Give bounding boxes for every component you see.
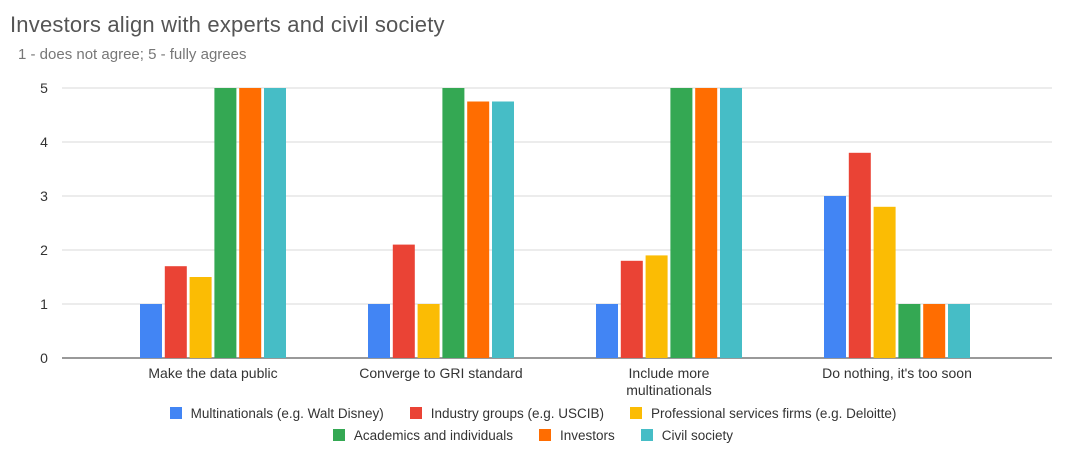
y-tick-label-4: 4 (40, 134, 48, 150)
category-label-2-0: Include more (629, 365, 710, 381)
legend-item-professional-services: Professional services firms (e.g. Deloit… (630, 406, 896, 421)
legend-row-1: Multinationals (e.g. Walt Disney) Indust… (0, 402, 1066, 424)
legend-swatch-multinationals (169, 407, 182, 419)
bar-2-4 (695, 88, 718, 358)
legend-item-investors: Investors (539, 428, 615, 443)
legend-label-academics: Academics and individuals (353, 427, 514, 443)
legend-swatch-civil-society (640, 429, 653, 441)
bar-1-0 (368, 304, 390, 358)
legend-swatch-industry-groups (409, 407, 422, 419)
bar-3-1 (848, 152, 871, 358)
bar-1-5 (492, 101, 514, 358)
chart-subtitle: 1 - does not agree; 5 - fully agrees (18, 46, 247, 63)
legend-label-professional-services: Professional services firms (e.g. Deloit… (651, 405, 897, 421)
bar-3-4 (923, 304, 946, 358)
legend-label-multinationals: Multinationals (e.g. Walt Disney) (190, 405, 384, 421)
legend-row-2: Academics and individuals Investors Civi… (0, 424, 1066, 446)
category-label-2-1: multinationals (626, 382, 712, 398)
bar-3-0 (824, 196, 846, 358)
y-tick-label-0: 0 (40, 350, 48, 366)
bar-1-4 (467, 101, 490, 358)
bar-3-3 (898, 304, 921, 358)
bar-2-2 (645, 255, 668, 358)
bar-0-3 (214, 88, 237, 358)
bar-3-2 (873, 206, 896, 358)
bar-2-5 (720, 88, 742, 358)
legend-swatch-professional-services (630, 407, 643, 419)
bar-1-3 (442, 88, 465, 358)
bar-2-0 (596, 304, 618, 358)
legend-label-investors: Investors (560, 427, 615, 443)
y-tick-label-3: 3 (40, 188, 48, 204)
legend-item-multinationals: Multinationals (e.g. Walt Disney) (169, 405, 384, 421)
legend-item-academics: Academics and individuals (332, 427, 514, 443)
bar-0-0 (140, 304, 162, 358)
legend-label-civil-society: Civil society (661, 427, 734, 443)
bar-chart: 0 1 2 3 4 5 Make the data public Converge to GR… (40, 80, 1052, 398)
bar-3-5 (948, 304, 970, 358)
legend: Multinationals (e.g. Walt Disney) Indust… (0, 402, 1066, 446)
legend-item-industry-groups: Industry groups (e.g. USCIB) (409, 405, 605, 421)
category-label-0-0: Make the data public (148, 365, 277, 381)
legend-label-industry-groups: Industry groups (e.g. USCIB) (430, 405, 605, 421)
bar-0-2 (189, 277, 212, 358)
y-tick-label-2: 2 (40, 242, 48, 258)
y-tick-label-1: 1 (40, 296, 48, 312)
bar-1-2 (417, 304, 440, 358)
legend-item-civil-society: Civil society (640, 427, 734, 443)
bar-1-1 (392, 244, 415, 358)
legend-swatch-academics (332, 429, 345, 441)
category-label-3-0: Do nothing, it's too soon (822, 365, 972, 381)
bar-2-3 (670, 88, 693, 358)
chart-title: Investors align with experts and civil s… (10, 12, 445, 37)
category-label-1-0: Converge to GRI standard (359, 365, 522, 381)
bar-0-4 (239, 88, 262, 358)
bar-0-5 (264, 88, 286, 358)
bar-0-1 (164, 266, 187, 358)
y-tick-label-5: 5 (40, 80, 48, 96)
legend-swatch-investors (539, 429, 552, 441)
bar-2-1 (620, 260, 643, 358)
